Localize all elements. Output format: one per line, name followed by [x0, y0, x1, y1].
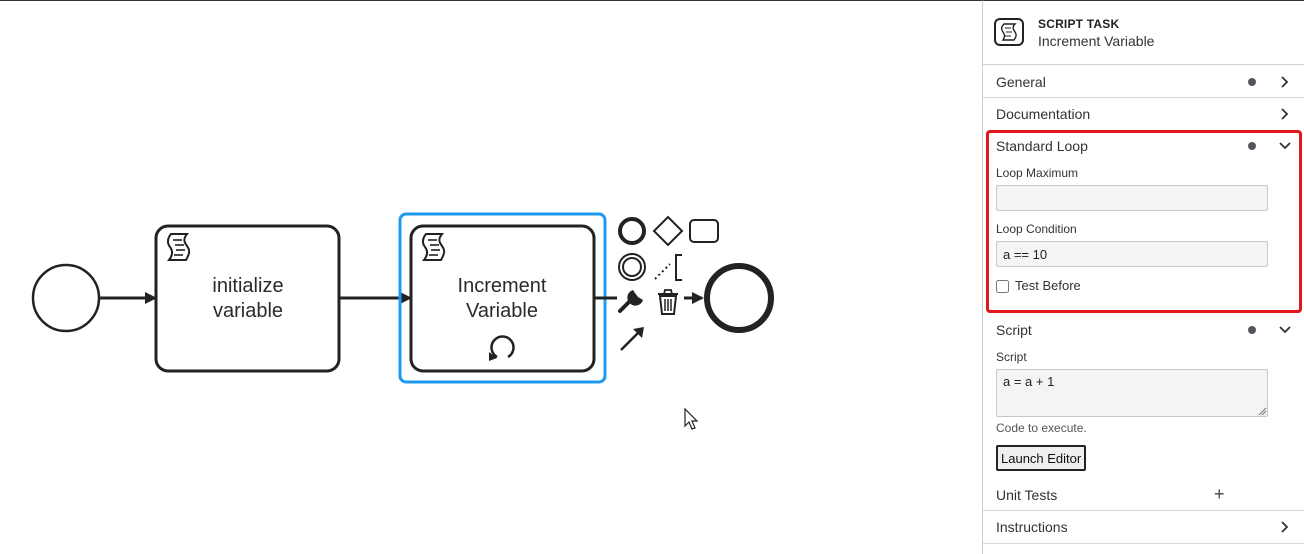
group-unit-tests[interactable]: Unit Tests +	[983, 480, 1304, 510]
script-icon	[166, 233, 191, 261]
test-before-label[interactable]: Test Before	[1015, 278, 1081, 293]
delete-icon[interactable]	[658, 289, 678, 315]
chevron-right-icon	[1281, 76, 1289, 88]
diagram-svg: initialize variable Increment Variable	[31, 212, 774, 430]
chevron-right-icon	[1281, 108, 1289, 120]
bpmn-canvas[interactable]: initialize variable Increment Variable	[0, 0, 982, 554]
start-event[interactable]	[31, 263, 101, 333]
group-standard-loop-label: Standard Loop	[996, 138, 1088, 154]
element-name: Increment Variable	[1038, 33, 1155, 49]
divider	[983, 543, 1304, 544]
loop-condition-label: Loop Condition	[996, 222, 1077, 236]
group-script-label: Script	[996, 322, 1032, 338]
data-indicator-dot	[1248, 326, 1256, 334]
task-increment-label-line2: Variable	[466, 300, 538, 322]
script-icon	[421, 233, 446, 261]
data-indicator-dot	[1248, 78, 1256, 86]
task-initialize-label-line1: initialize	[212, 275, 283, 297]
append-task-icon[interactable]	[689, 219, 719, 243]
group-general[interactable]: General	[983, 66, 1304, 97]
chevron-down-icon	[1279, 326, 1291, 334]
group-instructions-label: Instructions	[996, 519, 1068, 535]
group-unit-tests-label: Unit Tests	[996, 487, 1058, 503]
loop-maximum-input[interactable]	[996, 185, 1268, 211]
divider	[983, 510, 1304, 511]
resize-grip-icon[interactable]	[1257, 406, 1267, 416]
script-textarea[interactable]: a = a + 1	[996, 369, 1268, 417]
data-indicator-dot	[1248, 142, 1256, 150]
chevron-right-icon	[1281, 521, 1289, 533]
task-increment-label-line1: Increment	[458, 275, 547, 297]
divider	[983, 97, 1304, 98]
properties-panel: SCRIPT TASK Increment Variable General D…	[982, 0, 1304, 554]
wrench-icon[interactable]	[618, 290, 643, 313]
task-increment-variable[interactable]: Increment Variable	[409, 224, 596, 373]
loop-condition-input[interactable]	[996, 241, 1268, 267]
test-before-checkbox[interactable]	[996, 280, 1009, 293]
append-intermediate-event-icon[interactable]	[618, 253, 646, 281]
loop-maximum-label: Loop Maximum	[996, 166, 1079, 180]
task-initialize-variable[interactable]: initialize variable	[154, 224, 341, 373]
append-gateway-icon[interactable]	[652, 215, 684, 247]
launch-editor-button[interactable]: Launch Editor	[996, 445, 1087, 471]
mouse-cursor-icon	[684, 407, 699, 430]
group-standard-loop[interactable]: Standard Loop	[983, 131, 1304, 161]
append-text-annotation-icon[interactable]	[654, 254, 682, 281]
group-script[interactable]: Script	[983, 315, 1304, 345]
group-documentation[interactable]: Documentation	[983, 98, 1304, 129]
panel-header: SCRIPT TASK Increment Variable	[983, 1, 1304, 65]
group-instructions[interactable]: Instructions	[983, 511, 1304, 543]
group-general-label: General	[996, 74, 1046, 90]
add-icon[interactable]: +	[1214, 484, 1225, 504]
append-end-event-icon[interactable]	[618, 217, 646, 245]
loop-icon	[489, 335, 515, 361]
context-pad	[618, 215, 719, 351]
connect-icon[interactable]	[620, 327, 644, 351]
script-hint: Code to execute.	[996, 421, 1087, 435]
script-field-label: Script	[996, 350, 1027, 364]
task-initialize-label-line2: variable	[213, 300, 283, 322]
group-documentation-label: Documentation	[996, 106, 1091, 122]
script-task-icon	[994, 18, 1024, 46]
end-event[interactable]	[704, 263, 774, 333]
element-type: SCRIPT TASK	[1038, 17, 1120, 31]
chevron-down-icon	[1279, 142, 1291, 150]
